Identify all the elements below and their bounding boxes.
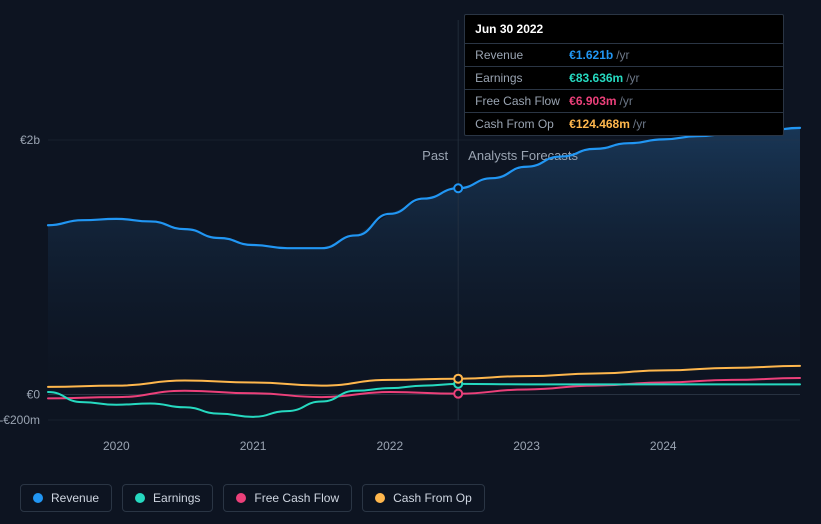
svg-text:2023: 2023 [513, 439, 540, 453]
legend-label: Revenue [51, 491, 99, 505]
chart-legend: Revenue Earnings Free Cash Flow Cash From O… [20, 484, 485, 512]
legend-item-earnings[interactable]: Earnings [122, 484, 213, 512]
tooltip-metric-value: €83.636m [569, 71, 623, 85]
svg-text:€2b: €2b [20, 133, 40, 147]
svg-text:-€200m: -€200m [0, 413, 40, 427]
legend-item-revenue[interactable]: Revenue [20, 484, 112, 512]
legend-swatch [33, 493, 43, 503]
tooltip-row: Earnings€83.636m/yr [465, 67, 783, 90]
legend-item-free-cash-flow[interactable]: Free Cash Flow [223, 484, 352, 512]
tooltip-metric-unit: /yr [616, 48, 629, 62]
tooltip-date: Jun 30 2022 [465, 15, 783, 44]
svg-text:2022: 2022 [376, 439, 403, 453]
legend-swatch [375, 493, 385, 503]
legend-label: Free Cash Flow [254, 491, 339, 505]
financials-chart: €2b€0-€200m20202021202220232024PastAnaly… [0, 0, 821, 524]
tooltip-metric-value: €124.468m [569, 117, 630, 131]
svg-text:€0: €0 [27, 388, 41, 402]
tooltip-metric-unit: /yr [626, 71, 639, 85]
tooltip-metric-unit: /yr [633, 117, 646, 131]
tooltip-metric-unit: /yr [620, 94, 633, 108]
tooltip-row: Revenue€1.621b/yr [465, 44, 783, 67]
tooltip-row: Cash From Op€124.468m/yr [465, 113, 783, 135]
tooltip-metric-value: €1.621b [569, 48, 613, 62]
legend-item-cash-from-op[interactable]: Cash From Op [362, 484, 485, 512]
tooltip-metric-value: €6.903m [569, 94, 616, 108]
chart-tooltip: Jun 30 2022 Revenue€1.621b/yrEarnings€83… [464, 14, 784, 136]
svg-text:2021: 2021 [240, 439, 267, 453]
tooltip-metric-label: Free Cash Flow [475, 94, 569, 108]
legend-label: Earnings [153, 491, 200, 505]
tooltip-metric-label: Cash From Op [475, 117, 569, 131]
legend-swatch [135, 493, 145, 503]
legend-swatch [236, 493, 246, 503]
svg-text:2024: 2024 [650, 439, 677, 453]
legend-label: Cash From Op [393, 491, 472, 505]
svg-text:2020: 2020 [103, 439, 130, 453]
svg-text:Past: Past [422, 148, 448, 163]
tooltip-metric-label: Revenue [475, 48, 569, 62]
tooltip-metric-label: Earnings [475, 71, 569, 85]
tooltip-row: Free Cash Flow€6.903m/yr [465, 90, 783, 113]
